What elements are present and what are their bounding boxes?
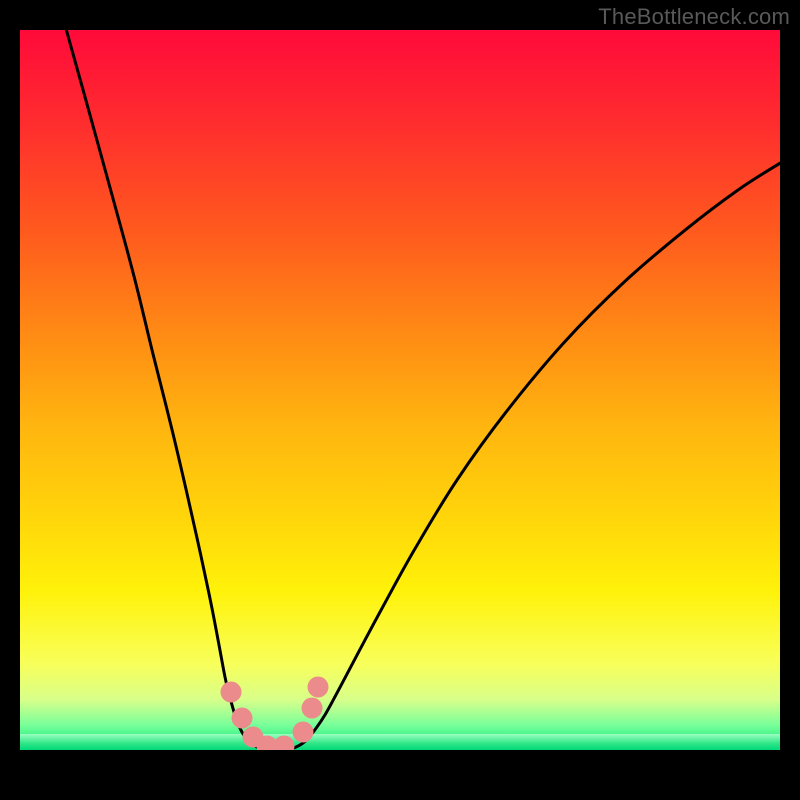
curve-marker xyxy=(292,722,313,743)
curve-marker xyxy=(307,677,328,698)
curve-layer xyxy=(20,30,780,750)
plot-area xyxy=(20,30,780,750)
curve-marker xyxy=(273,735,294,750)
curve-marker xyxy=(221,682,242,703)
curve-right-branch xyxy=(286,163,780,750)
curve-left-branch xyxy=(66,30,267,750)
curve-marker xyxy=(301,698,322,719)
curve-marker xyxy=(231,707,252,728)
watermark-text: TheBottleneck.com xyxy=(598,4,790,30)
